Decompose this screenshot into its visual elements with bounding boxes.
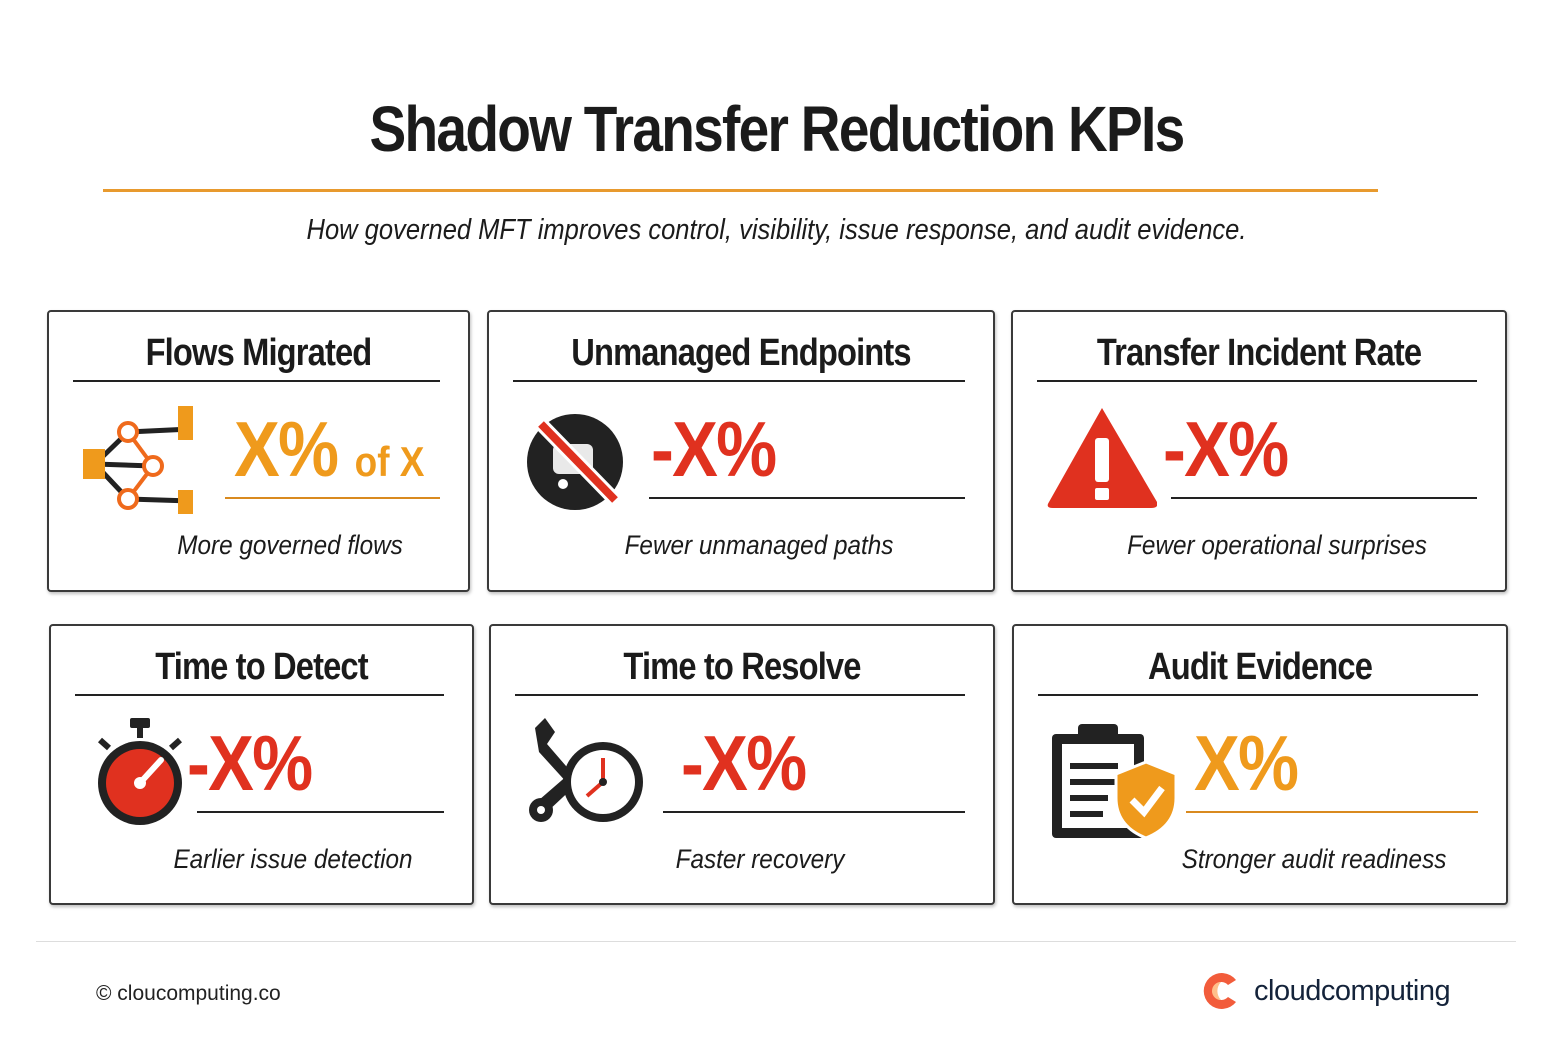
brand-name: cloudcomputing [1254, 974, 1451, 1007]
kpi-caption: Fewer operational surprises [1127, 530, 1427, 560]
kpi-value-number: -X% [187, 719, 313, 807]
kpi-title-divider [1038, 694, 1478, 696]
stopwatch-icon [85, 718, 195, 828]
kpi-title-divider [515, 694, 965, 696]
kpi-value: X% of X [234, 404, 424, 495]
kpi-value-number: X% [1194, 719, 1299, 807]
warning-icon [1047, 404, 1158, 514]
page-subtitle: How governed MFT improves control, visib… [306, 214, 1247, 246]
kpi-value-number: X% [234, 405, 339, 493]
kpi-card-time-to-resolve: Time to Resolve -X% Faster recovery [489, 624, 995, 905]
kpi-value: -X% [1163, 404, 1289, 495]
kpi-value-divider [225, 497, 440, 499]
network-flow-icon [83, 404, 202, 514]
clipboard-shield-icon [1048, 718, 1178, 840]
kpi-title: Flows Migrated [145, 332, 373, 374]
kpi-card-transfer-incident-rate: Transfer Incident Rate -X% Fewer operation… [1011, 310, 1507, 592]
kpi-card-flows-migrated: Flows Migrated X% of X More governed flows [47, 310, 470, 592]
brand-c-icon [1203, 973, 1236, 1009]
kpi-card-audit-evidence: Audit Evidence X% Stronger audit readiness [1012, 624, 1508, 905]
kpi-value: -X% [651, 404, 777, 495]
kpi-title-divider [1037, 380, 1477, 382]
kpi-value: X% [1194, 718, 1299, 809]
kpi-title-divider [73, 380, 440, 382]
kpi-value-divider [1171, 497, 1477, 499]
kpi-value-divider [663, 811, 965, 813]
kpi-title: Unmanaged Endpoints [571, 332, 911, 374]
kpi-title: Time to Detect [155, 646, 368, 688]
wrench-clock-icon [525, 718, 643, 828]
kpi-title: Transfer Incident Rate [1096, 332, 1422, 374]
copyright-text: © cloucomputing.co [96, 982, 281, 1005]
kpi-caption: Fewer unmanaged paths [624, 530, 894, 560]
kpi-title-divider [513, 380, 965, 382]
page-title: Shadow Transfer Reduction KPIs [369, 93, 1186, 165]
kpi-value-number: -X% [1163, 405, 1289, 493]
kpi-value-number: -X% [681, 719, 807, 807]
kpi-card-unmanaged-endpoints: Unmanaged Endpoints -X% Fewer unmanaged pa… [487, 310, 995, 592]
kpi-title: Audit Evidence [1147, 646, 1373, 688]
kpi-card-time-to-detect: Time to Detect -X% Earlier issue detection [49, 624, 474, 905]
kpi-title-divider [75, 694, 444, 696]
kpi-caption: More governed flows [177, 530, 403, 560]
kpi-value: -X% [187, 718, 313, 809]
kpi-value-divider [1186, 811, 1478, 813]
kpi-caption: Stronger audit readiness [1181, 844, 1447, 874]
no-endpoint-icon [523, 404, 633, 514]
kpi-value: -X% [681, 718, 807, 809]
kpi-value-divider [649, 497, 965, 499]
kpi-value-number: -X% [651, 405, 777, 493]
brand-logo: cloudcomputing [1200, 970, 1451, 1012]
kpi-value-suffix: of X [354, 438, 425, 485]
kpi-caption: Faster recovery [675, 844, 845, 874]
kpi-caption: Earlier issue detection [173, 844, 413, 874]
kpi-title: Time to Resolve [623, 646, 861, 688]
title-divider [103, 189, 1378, 192]
kpi-value-divider [197, 811, 444, 813]
footer-divider [36, 941, 1516, 942]
